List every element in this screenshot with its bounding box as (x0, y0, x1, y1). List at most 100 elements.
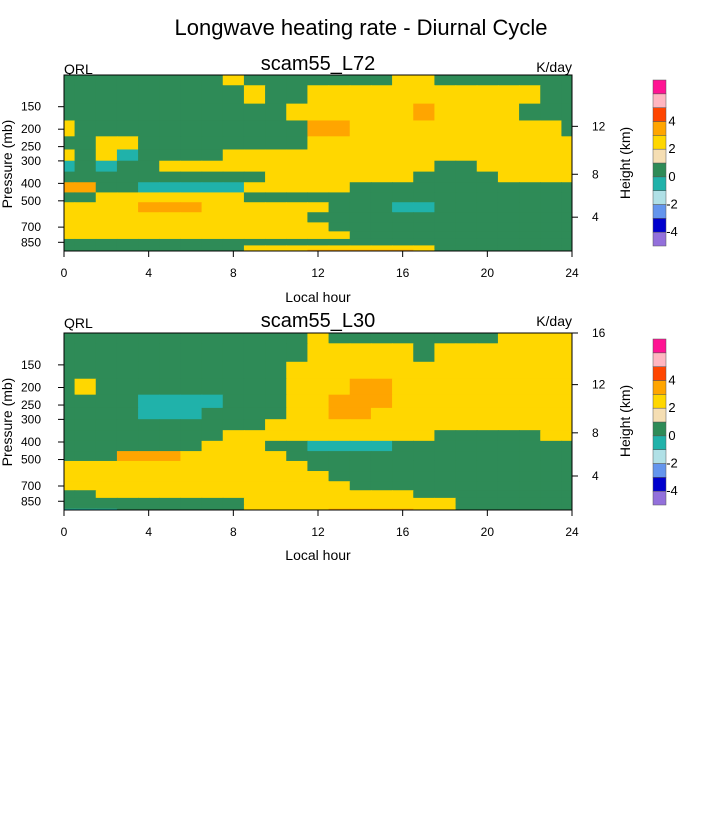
heatmap-cell (201, 245, 224, 251)
heatmap-cell (328, 103, 351, 122)
heatmap-cell (370, 508, 393, 510)
heatmap-cell (413, 451, 436, 462)
heatmap-cell (328, 333, 351, 344)
heatmap-cell (286, 171, 309, 183)
heatmap-cell (95, 149, 118, 162)
heatmap-cell (74, 481, 97, 491)
heatmap-cell (138, 75, 160, 86)
heatmap-cell (222, 149, 245, 162)
x-axis-label: Local hour (285, 289, 351, 305)
heatmap-cell (392, 481, 414, 491)
heatmap-cell (180, 471, 203, 482)
heatmap-cell (434, 430, 457, 442)
heatmap-cell (64, 504, 76, 510)
heatmap-cell (328, 231, 351, 240)
heatmap-cell (476, 378, 499, 396)
heatmap-cell (413, 333, 436, 344)
heatmap-cell (476, 460, 499, 472)
heatmap-cell (307, 504, 330, 510)
heatmap-cell (159, 192, 182, 203)
heatmap-cell (349, 451, 372, 462)
heatmap-cell (497, 182, 520, 194)
heatmap-cell (307, 182, 330, 194)
heatmap-cell (434, 160, 457, 173)
heatmap-cell (455, 75, 478, 86)
heatmap-cell (328, 249, 351, 251)
heatmap-cell (116, 85, 139, 105)
heatmap-cell (116, 160, 139, 173)
heatmap-cell (476, 212, 499, 223)
heatmap-cell (328, 490, 351, 499)
heatmap-cell (265, 361, 287, 380)
heatmap-cell (455, 222, 478, 232)
colorbar-swatch (652, 490, 667, 506)
heatmap-cell (64, 249, 76, 251)
panel-right-label: K/day (536, 59, 572, 75)
heatmap-cell (222, 407, 245, 420)
heatmap-cell (328, 497, 351, 505)
heatmap-cell (392, 202, 414, 213)
heatmap-cell (180, 245, 203, 251)
heatmap-cell (265, 202, 287, 213)
heatmap-cell (222, 85, 245, 105)
y-tick-label: 850 (21, 494, 41, 508)
heatmap-cell (243, 202, 266, 213)
heatmap-cell (64, 103, 76, 122)
heatmap-cell (497, 333, 520, 344)
heatmap-cell (392, 407, 414, 420)
heatmap-cell (64, 419, 76, 431)
heatmap-cell (349, 508, 372, 510)
heatmap-cell (265, 343, 287, 363)
heatmap-cell (138, 460, 160, 472)
heatmap-cell (265, 231, 287, 240)
heatmap-cell (413, 245, 436, 251)
heatmap-cell (265, 497, 287, 505)
y2-tick-label: 12 (592, 378, 606, 392)
heatmap-cell (370, 378, 393, 396)
heatmap-cell (476, 182, 499, 194)
y-tick-label: 500 (21, 194, 41, 208)
heatmap-cell (159, 120, 182, 137)
heatmap-cell (519, 343, 541, 363)
heatmap-cell (497, 407, 520, 420)
x-tick-label: 24 (565, 525, 579, 539)
heatmap-cell (138, 490, 160, 499)
heatmap-cell (540, 508, 563, 510)
heatmap-cell (138, 85, 160, 105)
heatmap-cell (138, 160, 160, 173)
heatmap-cell (286, 222, 309, 232)
heatmap-cell (180, 460, 203, 472)
heatmap-cell (349, 419, 372, 431)
heatmap-cell (476, 136, 499, 151)
heatmap-cell (243, 103, 266, 122)
heatmap-cell (95, 136, 118, 151)
heatmap-cell (243, 451, 266, 462)
heatmap-cell (540, 497, 563, 505)
heatmap-cell (455, 192, 478, 203)
heatmap-cell (95, 85, 118, 105)
heatmap-cell (180, 249, 203, 251)
heatmap-cell (265, 222, 287, 232)
heatmap-cell (180, 202, 203, 213)
heatmap-cell (159, 504, 182, 510)
heatmap-cell (392, 249, 414, 251)
heatmap-cell (561, 504, 572, 510)
y2-axis-label: Height (km) (617, 385, 633, 457)
heatmap-cell (349, 212, 372, 223)
heatmap-cell (64, 490, 76, 499)
heatmap-cell (561, 171, 572, 183)
heatmap-cell (307, 407, 330, 420)
heatmap-cell (476, 160, 499, 173)
heatmap-cell (349, 333, 372, 344)
heatmap-cell (116, 361, 139, 380)
heatmap-cell (307, 471, 330, 482)
heatmap-cell (243, 471, 266, 482)
heatmap-cell (159, 497, 182, 505)
heatmap-cell (265, 508, 287, 510)
heatmap-cell (159, 394, 182, 409)
heatmap-cell (434, 85, 457, 105)
x-tick-label: 24 (565, 266, 579, 280)
heatmap-cell (180, 149, 203, 162)
heatmap-cell (370, 120, 393, 137)
heatmap-cell (180, 451, 203, 462)
